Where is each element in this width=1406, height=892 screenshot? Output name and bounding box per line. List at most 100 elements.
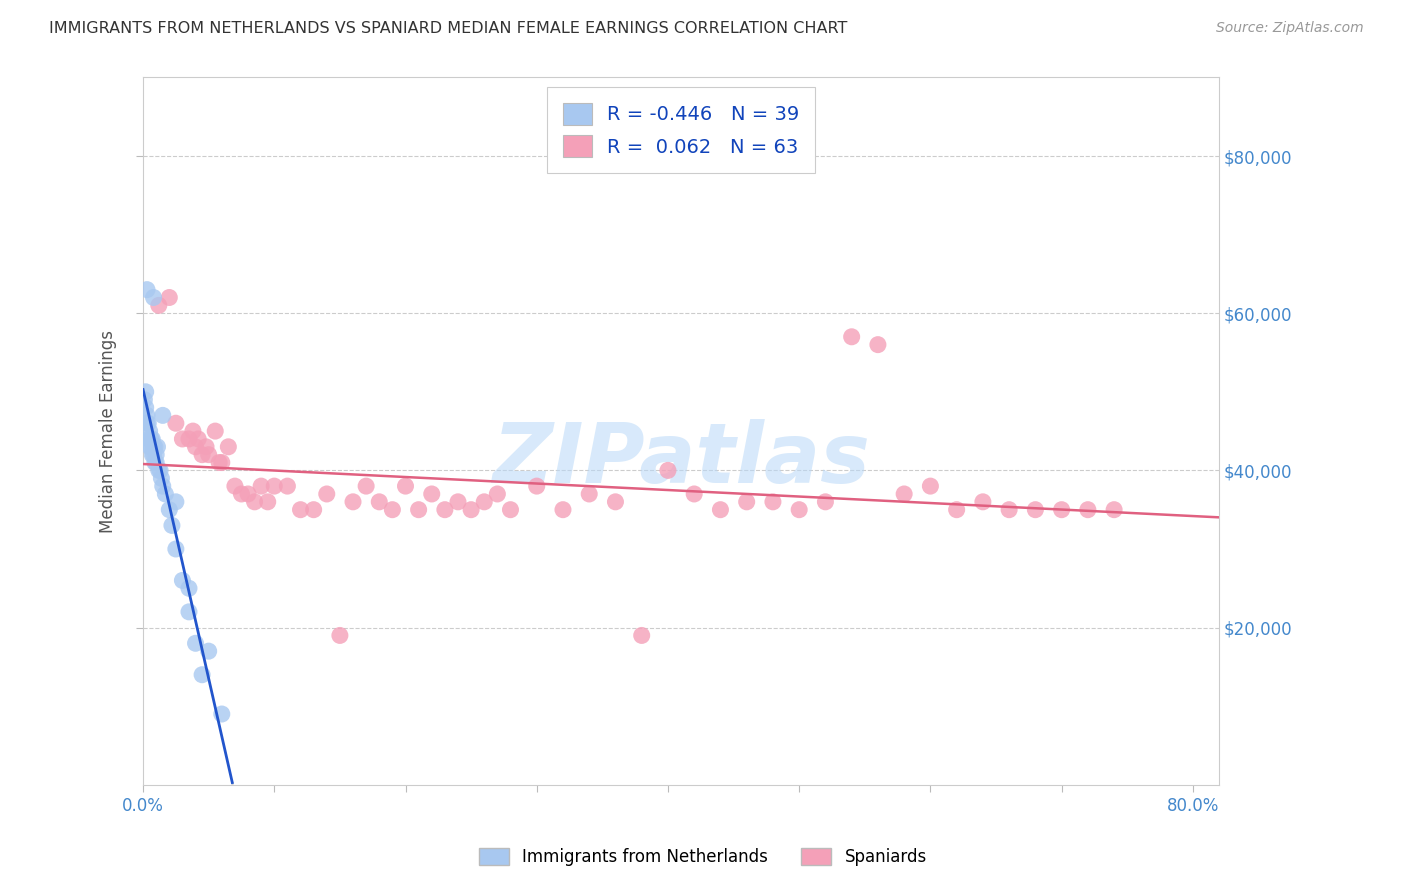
Point <box>1024 502 1046 516</box>
Point <box>499 502 522 516</box>
Point <box>143 456 166 470</box>
Text: IMMIGRANTS FROM NETHERLANDS VS SPANIARD MEDIAN FEMALE EARNINGS CORRELATION CHART: IMMIGRANTS FROM NETHERLANDS VS SPANIARD … <box>49 21 848 37</box>
Point <box>184 636 207 650</box>
Point <box>841 330 863 344</box>
Point <box>263 479 285 493</box>
Point <box>148 298 170 312</box>
Point <box>762 495 785 509</box>
Point <box>526 479 548 493</box>
Point <box>211 456 233 470</box>
Point <box>217 440 239 454</box>
Point <box>165 416 187 430</box>
Point <box>177 432 200 446</box>
Point <box>149 463 172 477</box>
Point <box>152 479 174 493</box>
Point <box>157 291 180 305</box>
Point <box>893 487 915 501</box>
Point <box>136 416 159 430</box>
Point <box>136 432 159 446</box>
Point <box>152 409 174 423</box>
Point <box>172 574 194 588</box>
Text: Source: ZipAtlas.com: Source: ZipAtlas.com <box>1216 21 1364 36</box>
Point <box>141 432 163 446</box>
Point <box>250 479 273 493</box>
Point <box>866 337 889 351</box>
Point <box>578 487 600 501</box>
Point <box>135 401 157 415</box>
Point <box>460 502 482 516</box>
Point <box>160 518 183 533</box>
Point <box>146 440 169 454</box>
Point <box>945 502 967 516</box>
Point <box>236 487 259 501</box>
Point <box>134 392 156 407</box>
Point <box>787 502 810 516</box>
Point <box>165 495 187 509</box>
Legend: R = -0.446   N = 39, R =  0.062   N = 63: R = -0.446 N = 39, R = 0.062 N = 63 <box>547 87 815 173</box>
Point <box>231 487 253 501</box>
Point <box>142 291 165 305</box>
Point <box>735 495 758 509</box>
Point <box>138 440 160 454</box>
Point <box>224 479 246 493</box>
Point <box>139 440 162 454</box>
Point <box>142 440 165 454</box>
Point <box>177 582 200 596</box>
Point <box>145 448 167 462</box>
Point <box>172 432 194 446</box>
Point <box>630 628 652 642</box>
Point <box>191 448 214 462</box>
Point <box>302 502 325 516</box>
Point <box>204 424 226 438</box>
Point <box>136 409 159 423</box>
Point <box>998 502 1021 516</box>
Point <box>191 667 214 681</box>
Point <box>197 448 219 462</box>
Point <box>551 502 574 516</box>
Point <box>315 487 337 501</box>
Point <box>472 495 495 509</box>
Point <box>138 424 160 438</box>
Point <box>354 479 377 493</box>
Point <box>211 706 233 721</box>
Point <box>187 432 209 446</box>
Point <box>256 495 278 509</box>
Point <box>447 495 470 509</box>
Point <box>408 502 430 516</box>
Point <box>197 644 219 658</box>
Point <box>165 541 187 556</box>
Point <box>342 495 364 509</box>
Point <box>208 456 231 470</box>
Point <box>195 440 218 454</box>
Point <box>181 424 204 438</box>
Point <box>155 487 177 501</box>
Point <box>1102 502 1125 516</box>
Text: ZIPatlas: ZIPatlas <box>492 419 870 500</box>
Point <box>243 495 266 509</box>
Point <box>381 502 404 516</box>
Point <box>136 283 159 297</box>
Point <box>135 384 157 399</box>
Point <box>394 479 416 493</box>
Point <box>420 487 443 501</box>
Point <box>605 495 627 509</box>
Point <box>177 605 200 619</box>
Point <box>148 463 170 477</box>
Point <box>184 440 207 454</box>
Point <box>141 448 163 462</box>
Point <box>139 432 162 446</box>
Point <box>814 495 837 509</box>
Point <box>329 628 352 642</box>
Point <box>368 495 391 509</box>
Point <box>920 479 942 493</box>
Y-axis label: Median Female Earnings: Median Female Earnings <box>100 330 117 533</box>
Point <box>143 440 166 454</box>
Point <box>145 456 167 470</box>
Point <box>433 502 456 516</box>
Point <box>657 463 679 477</box>
Point <box>290 502 312 516</box>
Point <box>276 479 298 493</box>
Point <box>486 487 509 501</box>
Point <box>683 487 706 501</box>
Point <box>142 448 165 462</box>
